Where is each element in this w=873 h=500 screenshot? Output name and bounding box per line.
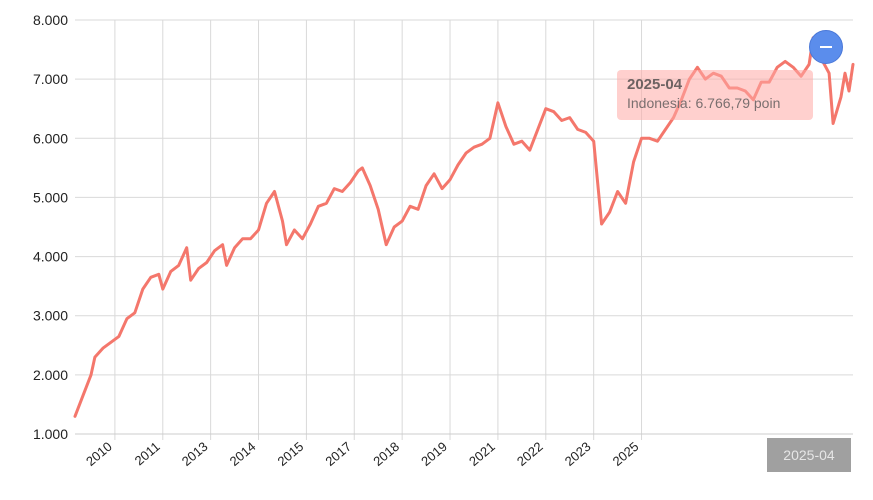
x-tick-label: 2014 bbox=[227, 439, 259, 469]
x-tick-label: 2015 bbox=[275, 439, 307, 469]
minus-icon bbox=[820, 46, 832, 48]
x-tick-label: 2022 bbox=[514, 439, 546, 469]
x-tick-label: 2013 bbox=[179, 439, 211, 469]
x-tick-label: 2018 bbox=[370, 439, 402, 469]
tooltip-title: 2025-04 bbox=[627, 76, 683, 93]
y-tick-label: 2.000 bbox=[33, 367, 68, 383]
y-tick-label: 7.000 bbox=[33, 71, 68, 87]
x-axis-ticks: 2010 2011 2013 2014 2015 2017 2018 2019 2021 2022… bbox=[83, 439, 641, 469]
x-axis-crosshair-label: 2025-04 bbox=[767, 438, 851, 472]
x-tick-label: 2010 bbox=[83, 439, 115, 469]
y-tick-label: 3.000 bbox=[33, 308, 68, 324]
y-tick-label: 6.000 bbox=[33, 130, 68, 146]
y-tick-label: 5.000 bbox=[33, 189, 68, 205]
y-tick-label: 1.000 bbox=[33, 426, 68, 442]
data-tooltip: 2025-04 Indonesia: 6.766,79 poin bbox=[617, 70, 813, 120]
y-axis-ticks: 1.000 2.000 3.000 4.000 5.000 6.000 7.000 8.000 bbox=[33, 12, 68, 442]
y-tick-label: 4.000 bbox=[33, 249, 68, 265]
y-tick-label: 8.000 bbox=[33, 12, 68, 28]
x-tick-label: 2011 bbox=[132, 439, 163, 468]
x-tick-label: 2017 bbox=[322, 439, 354, 469]
x-tick-label: 2025 bbox=[610, 439, 642, 469]
x-tick-label: 2021 bbox=[466, 439, 498, 469]
hover-point-marker[interactable] bbox=[809, 30, 843, 64]
x-tick-label: 2023 bbox=[562, 439, 594, 469]
tooltip-text: Indonesia: 6.766,79 poin bbox=[627, 95, 781, 111]
x-tick-label: 2019 bbox=[418, 439, 450, 469]
